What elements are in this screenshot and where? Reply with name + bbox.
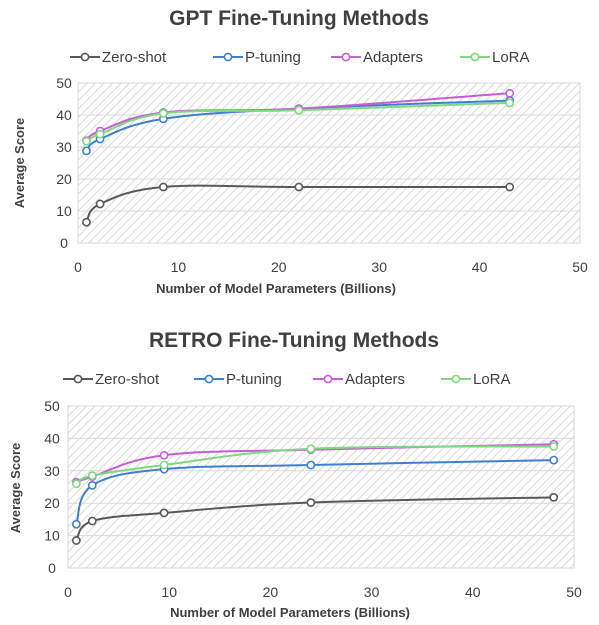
legend-marker xyxy=(470,52,480,62)
legend-label: Zero-shot xyxy=(102,49,167,66)
legend-label: LoRA xyxy=(473,371,511,388)
data-point xyxy=(306,460,316,470)
plot-border xyxy=(67,405,575,569)
data-point xyxy=(549,442,559,451)
data-point xyxy=(505,88,515,98)
data-point xyxy=(306,444,316,454)
y-tick-label: 20 xyxy=(56,171,72,187)
legend-label: LoRA xyxy=(492,49,530,66)
legend-item: Adapters xyxy=(331,49,423,66)
x-tick-label: 0 xyxy=(64,584,72,600)
x-tick-label: 10 xyxy=(161,584,177,600)
plot-border xyxy=(77,82,581,244)
y-tick-label: 40 xyxy=(56,107,72,123)
legend-label: P-tuning xyxy=(226,371,282,388)
x-axis-label: Number of Model Parameters (Billions) xyxy=(170,605,410,620)
chart-gpt: GPT Fine-Tuning Methods Zero-shot P-tunin… xyxy=(12,7,588,296)
data-point xyxy=(159,460,169,470)
data-point xyxy=(306,498,316,507)
legend-label: P-tuning xyxy=(245,49,301,66)
x-axis-label: Number of Model Parameters (Billions) xyxy=(156,281,396,296)
y-tick-label: 30 xyxy=(56,139,72,155)
data-point xyxy=(505,98,515,108)
legend-marker xyxy=(204,374,214,384)
data-point xyxy=(159,508,169,518)
legend: Zero-shot P-tuning Adapters LoRA xyxy=(70,49,530,66)
x-tick-label: 0 xyxy=(74,259,82,275)
data-point xyxy=(87,516,97,526)
x-tick-label: 30 xyxy=(364,584,380,600)
plot-background xyxy=(68,406,574,568)
y-tick-label: 40 xyxy=(44,430,60,446)
data-point xyxy=(549,492,559,502)
x-tick-label: 40 xyxy=(472,259,488,275)
data-point xyxy=(71,519,81,529)
legend-item: LoRA xyxy=(460,49,530,66)
data-point xyxy=(158,109,168,118)
legend-item: Zero-shot xyxy=(70,49,167,66)
data-point xyxy=(95,129,105,139)
data-point xyxy=(158,182,168,192)
y-tick-label: 0 xyxy=(48,560,56,576)
data-point xyxy=(159,450,169,460)
legend-marker xyxy=(223,52,233,62)
data-point xyxy=(505,182,515,192)
plot-area: 0 10 20 30 40 50 0 10 20 30 40 50 xyxy=(44,398,582,600)
y-tick-label: 30 xyxy=(44,463,60,479)
legend-marker xyxy=(73,374,83,384)
x-tick-label: 30 xyxy=(371,259,387,275)
legend-marker xyxy=(323,374,333,384)
legend-item: LoRA xyxy=(441,371,511,388)
data-point xyxy=(294,182,304,192)
data-point xyxy=(95,199,105,209)
data-point xyxy=(294,105,304,115)
legend-item: Zero-shot xyxy=(63,371,160,388)
y-axis-label: Average Score xyxy=(12,118,27,209)
legend-label: Adapters xyxy=(363,49,423,66)
data-point xyxy=(82,136,91,146)
y-tick-label: 10 xyxy=(44,528,60,544)
legend-label: Zero-shot xyxy=(95,371,160,388)
data-point xyxy=(71,536,81,545)
legend-marker xyxy=(341,52,351,62)
x-tick-label: 50 xyxy=(566,584,582,600)
legend: Zero-shot P-tuning Adapters LoRA xyxy=(63,371,511,388)
y-tick-label: 10 xyxy=(56,203,72,219)
x-tick-label: 20 xyxy=(263,584,279,600)
x-tick-label: 20 xyxy=(271,259,287,275)
data-point xyxy=(82,146,91,156)
data-point xyxy=(87,480,97,490)
legend-item: P-tuning xyxy=(213,49,301,66)
chart-title: RETRO Fine-Tuning Methods xyxy=(149,329,439,352)
chart-retro: RETRO Fine-Tuning Methods Zero-shot P-tun… xyxy=(8,329,582,620)
y-tick-label: 20 xyxy=(44,495,60,511)
data-point xyxy=(71,479,81,489)
plot-area: 0 10 20 30 40 50 0 10 20 30 40 50 xyxy=(56,75,588,275)
legend-marker xyxy=(451,374,461,384)
y-tick-label: 50 xyxy=(56,75,72,91)
data-point xyxy=(549,455,559,465)
data-point xyxy=(82,217,91,227)
x-tick-label: 50 xyxy=(572,259,588,275)
x-tick-label: 40 xyxy=(465,584,481,600)
legend-item: P-tuning xyxy=(194,371,282,388)
y-tick-label: 50 xyxy=(44,398,60,414)
legend-label: Adapters xyxy=(345,371,405,388)
x-tick-label: 10 xyxy=(171,259,187,275)
chart-title: GPT Fine-Tuning Methods xyxy=(169,7,429,30)
legend-item: Adapters xyxy=(313,371,405,388)
data-point xyxy=(87,471,97,481)
y-tick-label: 0 xyxy=(60,235,68,251)
y-axis-label: Average Score xyxy=(8,443,23,534)
legend-marker xyxy=(80,52,90,62)
